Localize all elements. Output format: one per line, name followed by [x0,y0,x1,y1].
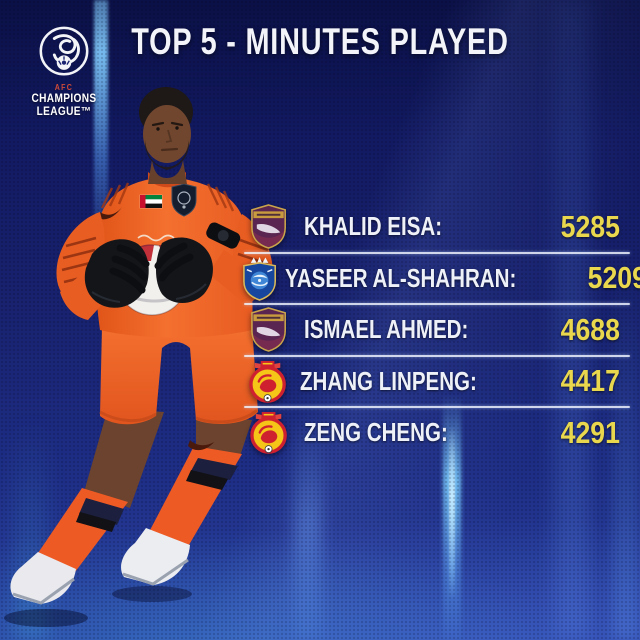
minutes-value: 5209 [587,260,640,296]
list-item: ISMAEL AHMED: 4688 [240,303,632,356]
minutes-value: 4417 [560,363,620,399]
arabic-sponsor-script [137,234,175,242]
club-badge-guangzhou-evergrande [240,359,294,404]
goalkeeper-gloves [84,237,213,308]
minutes-value: 5285 [560,208,620,244]
club-badge-al-ain [240,307,298,353]
minutes-value: 4291 [560,414,620,450]
page-title: TOP 5 - MINUTES PLAYED [131,21,509,62]
glove-straps [91,283,207,303]
player-name: ISMAEL AHMED: [304,314,469,345]
club-badge-on-jersey [171,183,197,217]
legs [10,408,252,605]
player-name: YASEER AL-SHAHRAN: [285,262,517,293]
logo-org-text: AFC [54,83,74,92]
list-item: ZHANG LINPENG: 4417 [240,354,632,408]
logo-league-text: LEAGUE™ [36,105,92,118]
face-features [151,121,184,127]
acl-emblem-icon [39,26,89,76]
player-name: ZENG CHENG: [304,417,448,448]
player-head [139,87,193,184]
afc-champions-league-logo: AFC CHAMPIONS LEAGUE™ [22,24,106,119]
shoulder-stripes [100,182,235,212]
foot-shadow [112,586,192,602]
logo-champions-text: CHAMPIONS [31,92,97,105]
player-name: ZHANG LINPENG: [300,365,478,396]
glove-fingers [109,242,194,294]
shorts [99,326,258,451]
club-badge-guangzhou-evergrande [240,410,298,455]
wrist-watch [206,222,241,249]
goalkeeper-photo: FAB [0,78,322,640]
foot-shadow [4,609,88,627]
uae-flag-patch [139,194,163,209]
club-badge-al-hilal [240,256,279,301]
nike-swoosh [97,207,122,220]
goalkeeper-illustration: FAB [4,87,273,627]
top5-list: KHALID EISA: 5285 YASEER AL-SHAHRAN: 520… [240,201,640,459]
club-badge-al-ain [240,204,298,250]
minutes-value: 4688 [560,311,620,347]
player-name: KHALID EISA: [304,211,443,242]
list-item: KHALID EISA: 5285 [240,201,632,253]
list-item: ZENG CHENG: 4291 [240,406,632,459]
list-item: YASEER AL-SHAHRAN: 5209 [240,251,640,305]
